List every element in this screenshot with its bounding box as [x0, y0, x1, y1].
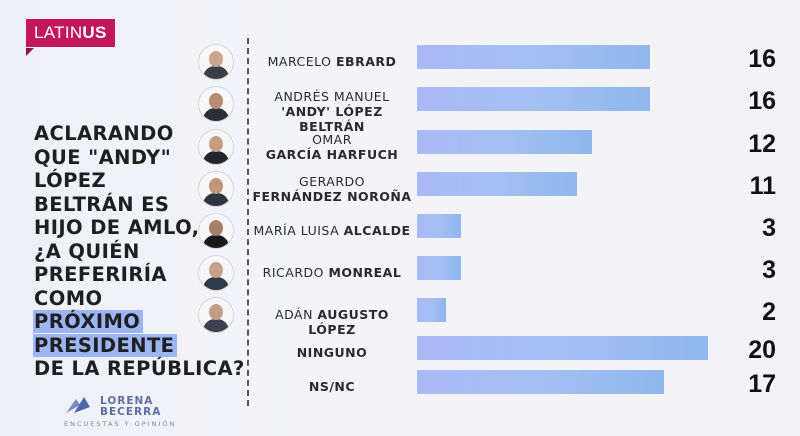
- bar: [417, 45, 650, 69]
- bar-value-label: 3: [762, 256, 776, 284]
- category-last-name: NINGUNO: [296, 345, 368, 360]
- candidate-photo: [198, 86, 234, 122]
- category-last-name: FERNÁNDEZ NOROÑA: [252, 189, 412, 204]
- category-label: NINGUNO: [250, 345, 414, 360]
- chart-row: NINGUNO 20: [0, 333, 800, 373]
- category-first-name: ANDRÉS MANUEL: [274, 89, 390, 104]
- candidate-photo: [198, 171, 234, 207]
- bar: [417, 256, 461, 280]
- logo-prefix: LATIN: [34, 23, 83, 42]
- bar-value-label: 11: [749, 172, 776, 200]
- category-last-name: EBRARD: [336, 54, 397, 69]
- question-line: DE LA REPÚBLICA?: [34, 357, 245, 380]
- question-line: COMO: [34, 286, 103, 310]
- category-first-name: GERARDO: [299, 174, 365, 189]
- category-first-name: MARCELO: [267, 54, 332, 69]
- bar: [417, 298, 446, 322]
- bar-value-label: 16: [748, 87, 776, 115]
- bar: [417, 172, 577, 196]
- chart-row: ANDRÉS MANUEL 'ANDY' LÓPEZ BELTRÁN 16: [0, 84, 800, 134]
- footer-brand-line2: BECERRA: [100, 406, 162, 418]
- bar: [417, 336, 708, 360]
- chart-row: OMAR GARCÍA HARFUCH 12: [0, 127, 800, 167]
- category-last-name: ALCALDE: [343, 223, 411, 238]
- chart-row: GERARDO FERNÁNDEZ NOROÑA 11: [0, 169, 800, 209]
- latinus-logo: LATINUS: [26, 18, 115, 56]
- question-text: ACLARANDO QUE "ANDY" LÓPEZ BELTRÁN ES HIJO D…: [33, 122, 245, 381]
- lorena-becerra-logo: LORENA BECERRA ENCUESTAS Y OPINIÓN: [60, 393, 190, 433]
- chart-row: NS/NC 17: [0, 367, 800, 407]
- category-last-name: MONREAL: [328, 265, 402, 280]
- category-last-name: GARCÍA HARFUCH: [265, 147, 399, 162]
- footer-tagline: ENCUESTAS Y OPINIÓN: [64, 420, 177, 428]
- category-label: GERARDO FERNÁNDEZ NOROÑA: [250, 174, 414, 204]
- lorena-becerra-mark-icon: [66, 397, 90, 413]
- logo-suffix: US: [82, 23, 107, 42]
- question-line: HIJO DE AMLO,: [34, 216, 200, 239]
- divider: [247, 38, 249, 406]
- category-label: ANDRÉS MANUEL 'ANDY' LÓPEZ BELTRÁN: [250, 89, 414, 134]
- chart-row: RICARDO MONREAL 3: [0, 253, 800, 293]
- category-last-name: 'ANDY' LÓPEZ BELTRÁN: [281, 104, 383, 134]
- chart-row: ADÁN AUGUSTO LÓPEZ 2: [0, 295, 800, 337]
- bar-value-label: 12: [748, 130, 776, 158]
- category-first-name: RICARDO: [262, 265, 324, 280]
- category-label: MARCELO EBRARD: [250, 54, 414, 69]
- category-first-name: ADÁN: [275, 307, 313, 322]
- category-last-name: NS/NC: [308, 379, 356, 394]
- bar-value-label: 17: [748, 370, 776, 398]
- question-line: PREFERIRÍA: [34, 263, 167, 286]
- bar: [417, 130, 592, 154]
- category-label: NS/NC: [250, 379, 414, 394]
- bar-value-label: 20: [748, 336, 776, 364]
- chart-row: MARÍA LUISA ALCALDE 3: [0, 211, 800, 251]
- bar: [417, 370, 664, 394]
- question-highlight-line: PRESIDENTE: [33, 333, 178, 357]
- question-line: LÓPEZ: [34, 169, 107, 192]
- question-line: BELTRÁN ES: [34, 192, 170, 216]
- candidate-photo: [198, 255, 234, 291]
- question-line: ACLARANDO: [34, 122, 174, 145]
- chart-row: MARCELO EBRARD 16: [0, 42, 800, 82]
- question-line: QUE "ANDY": [34, 145, 172, 169]
- category-last-name: AUGUSTO LÓPEZ: [308, 307, 389, 337]
- bar-value-label: 16: [748, 45, 776, 73]
- category-first-name: OMAR: [312, 132, 352, 147]
- category-label: RICARDO MONREAL: [250, 265, 414, 280]
- footer-brand-line1: LORENA: [100, 395, 154, 407]
- candidate-photo: [198, 129, 234, 165]
- category-label: OMAR GARCÍA HARFUCH: [250, 132, 414, 162]
- bar-value-label: 3: [762, 214, 776, 242]
- candidate-photo: [198, 44, 234, 80]
- bar-value-label: 2: [762, 298, 776, 326]
- category-first-name: MARÍA LUISA: [253, 223, 340, 238]
- candidate-photo: [198, 297, 234, 333]
- bar: [417, 214, 461, 238]
- bar: [417, 87, 650, 111]
- question-highlight-line: PRÓXIMO: [33, 310, 144, 333]
- category-label: ADÁN AUGUSTO LÓPEZ: [250, 307, 414, 337]
- category-label: MARÍA LUISA ALCALDE: [250, 223, 414, 238]
- candidate-photo: [198, 213, 234, 249]
- question-line: ¿A QUIÉN: [34, 239, 140, 263]
